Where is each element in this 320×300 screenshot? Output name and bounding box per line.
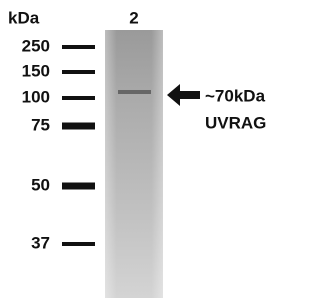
unit-label: kDa	[8, 8, 40, 27]
protein-annotation: UVRAG	[205, 113, 266, 132]
marker-label: 75	[31, 115, 50, 134]
marker-bar	[62, 96, 95, 100]
marker-bar	[62, 242, 95, 246]
marker-label: 100	[22, 87, 50, 106]
marker-ladder: 250 150 100 75 50 37	[22, 36, 95, 252]
marker-label: 150	[22, 61, 50, 80]
marker-label: 50	[31, 175, 50, 194]
marker-label: 250	[22, 36, 50, 55]
marker-bar	[62, 122, 95, 130]
size-annotation: ~70kDa	[205, 86, 266, 105]
blot-figure: kDa 2 250 150 100 75 50 37 ~70kDa UVRAG	[8, 8, 267, 298]
lane-shade	[105, 30, 163, 298]
marker-label: 37	[31, 233, 50, 252]
lane-label: 2	[129, 8, 138, 27]
protein-band	[118, 90, 151, 94]
marker-bar	[62, 182, 95, 190]
marker-bar	[62, 45, 95, 49]
arrow	[167, 84, 200, 106]
marker-bar	[62, 70, 95, 74]
